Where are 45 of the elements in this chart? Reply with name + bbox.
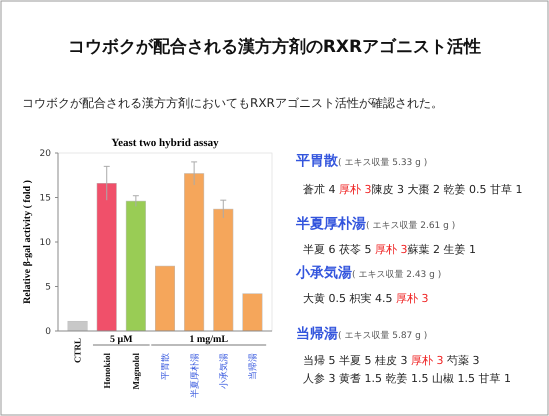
text: 蒼朮 4 (303, 183, 339, 196)
x-tick-label: 当帰湯 (248, 353, 259, 380)
x-tick-label: 小承気湯 (218, 353, 230, 389)
x-tick-label: 半夏厚朴湯 (189, 353, 200, 398)
y-axis-title: Relative β-gal activity ( fold ) (22, 180, 33, 304)
y-tick-label: 15 (40, 194, 51, 204)
x-tick-label: 平胃散 (160, 353, 172, 380)
x-tick-label: CTRL (72, 338, 83, 364)
chart-title: コウボクが配合される漢方方剤のRXRアゴニスト活性 (68, 37, 482, 57)
text: 厚朴 3 (396, 292, 428, 305)
text: 半夏厚朴湯 (295, 216, 366, 232)
text: 当帰 5 半夏 5 桂皮 3 (303, 354, 411, 367)
text: 厚朴 3 (374, 243, 408, 256)
bar (68, 320, 88, 332)
text: 人参 3 黄耆 1.5 乾姜 1.5 山椒 1.5 甘草 1 (303, 372, 511, 385)
text: ( エキス収量 5.33 g ) (338, 157, 428, 168)
bar (154, 266, 176, 332)
chart-subtitle: コウボクが配合される漢方方剤においてもRXRアゴニスト活性が確認された。 (22, 96, 443, 110)
text: 半夏 6 茯苓 5 (303, 243, 375, 256)
text: 厚朴 3 (410, 354, 444, 367)
text: 5 μM (110, 334, 134, 345)
bar (184, 173, 204, 332)
bar (96, 183, 117, 332)
text: ( エキス収量 2.43 g ) (352, 269, 442, 280)
text: 当帰湯 (296, 326, 338, 342)
text: 1 mg/mL (189, 334, 228, 345)
y-tick-label: 10 (40, 238, 52, 248)
text: 厚朴 3 (339, 183, 372, 196)
text: 蘇葉 2 生姜 1 (407, 243, 476, 256)
text: ( エキス収量 5.87 g ) (338, 330, 428, 341)
text: 小承気湯 (295, 265, 352, 281)
bar (126, 200, 146, 332)
bar (242, 293, 262, 332)
x-tick-label: Magnolol (131, 352, 142, 390)
y-tick-label: 5 (45, 282, 51, 293)
text: ( エキス収量 2.61 g ) (366, 220, 456, 231)
text: 芍薬 3 (443, 354, 480, 367)
bar (213, 208, 234, 332)
text: 大黄 0.5 枳実 4.5 (303, 292, 396, 305)
text: Yeast two hybrid assay (111, 137, 220, 149)
text: 平胃散 (295, 153, 339, 169)
y-tick-label: 20 (40, 149, 52, 160)
x-tick-label: Honokiol (102, 352, 112, 389)
y-tick-label: 0 (45, 327, 52, 338)
text: 陳皮 3 大棗 2 乾姜 0.5 甘草 1 (372, 183, 522, 196)
